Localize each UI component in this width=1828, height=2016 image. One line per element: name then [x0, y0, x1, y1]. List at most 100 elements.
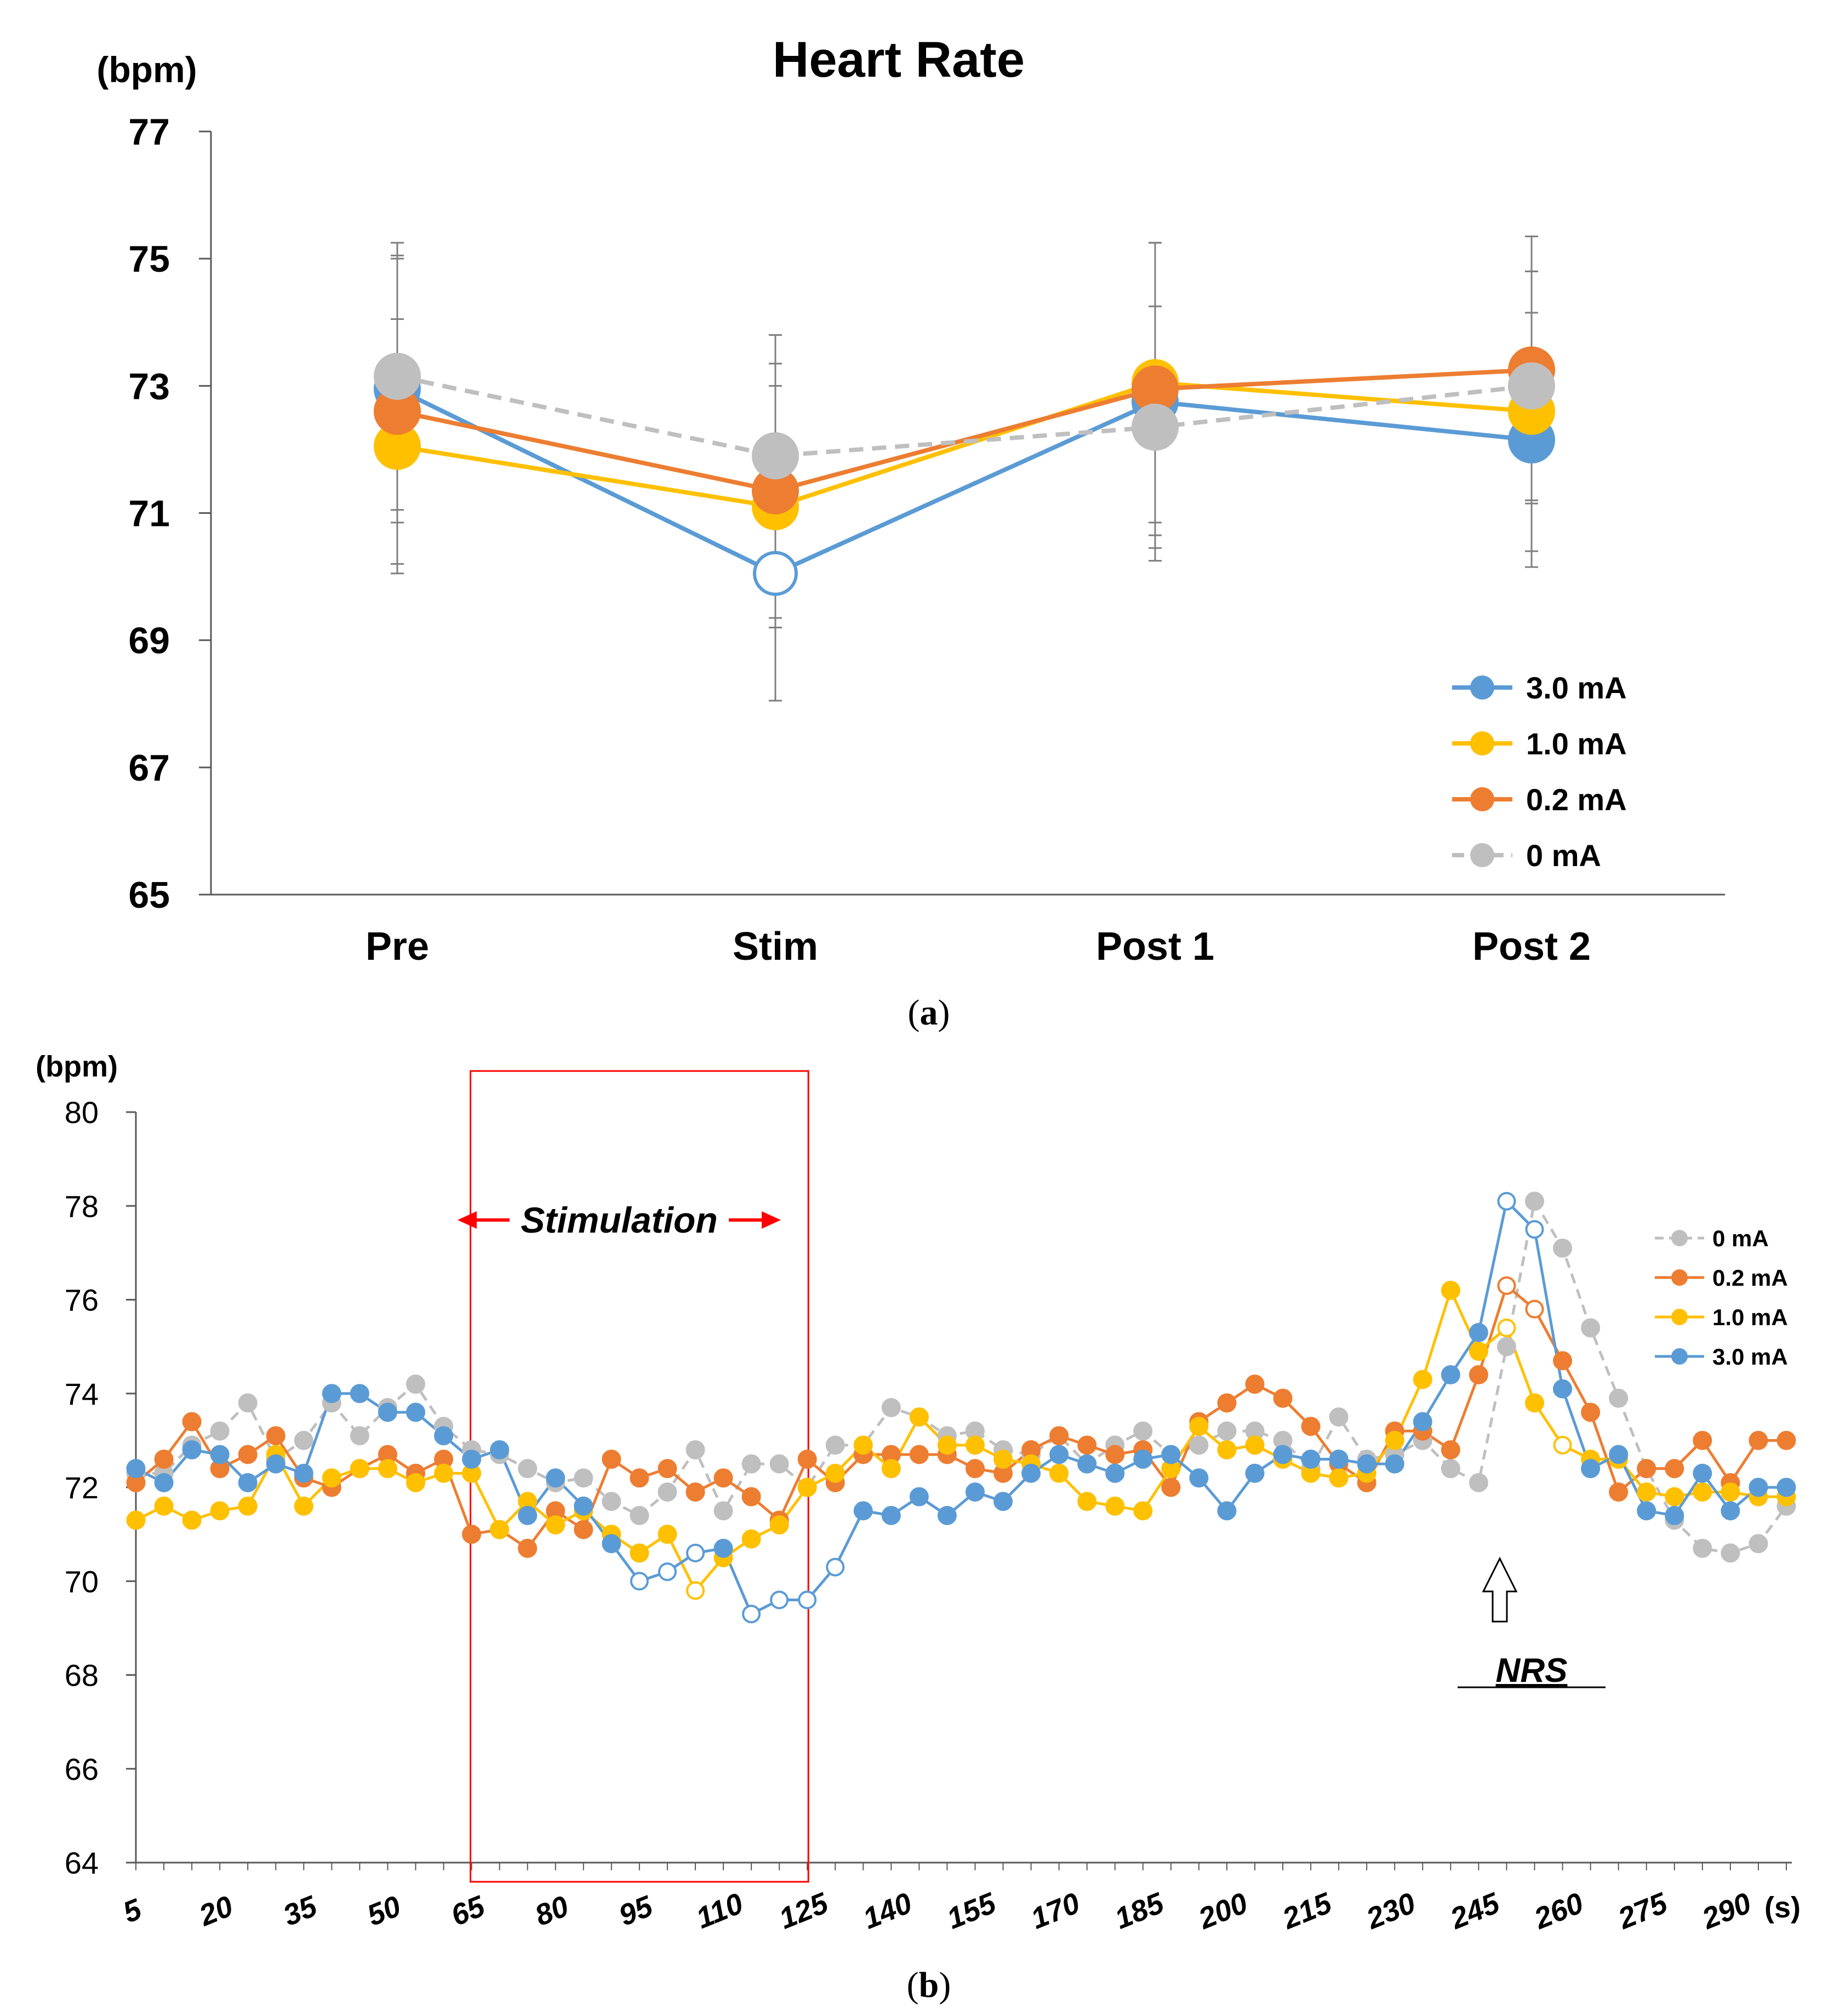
series-marker-b	[741, 1529, 761, 1549]
series-marker-b	[1497, 1192, 1516, 1211]
series-marker-b	[909, 1445, 929, 1464]
legend-marker-b	[1671, 1230, 1688, 1246]
x-tick-label-b: 215	[1277, 1886, 1336, 1935]
y-tick-label-b: 66	[65, 1752, 99, 1786]
series-marker-b	[1469, 1473, 1488, 1492]
series-marker-b	[1609, 1388, 1629, 1408]
series-marker-b	[518, 1459, 538, 1479]
x-tick-label-b: 155	[942, 1886, 1001, 1935]
series-marker-a	[753, 551, 798, 596]
series-marker-b	[881, 1398, 901, 1417]
series-marker-b	[1021, 1463, 1041, 1483]
series-marker-b	[462, 1450, 482, 1469]
series-marker-b	[1525, 1192, 1544, 1211]
series-marker-b	[126, 1510, 146, 1530]
nrs-label: NRS	[1496, 1652, 1568, 1689]
legend-label-a: 3.0 mA	[1526, 671, 1627, 705]
chart-b: 64 66 68 70 72 74 76 78 80 (bpm) 5 20 35 50 65 80 95 110 1…	[36, 1050, 1801, 2005]
series-marker-b	[1217, 1393, 1237, 1413]
series-line-b	[135, 1286, 1786, 1593]
y-tick-label-a: 75	[128, 238, 170, 280]
x-tick-label-b: 170	[1026, 1887, 1084, 1935]
series-marker-b	[1665, 1459, 1684, 1479]
series-marker-b	[1329, 1450, 1349, 1469]
series-marker-b	[742, 1605, 761, 1624]
legend-label-a: 0 mA	[1526, 838, 1601, 873]
series-marker-b	[602, 1534, 621, 1554]
y-axis-label-b: (bpm)	[36, 1050, 118, 1083]
series-marker-b	[1189, 1468, 1209, 1488]
y-tick-label-b: 76	[65, 1283, 99, 1318]
series-marker-b	[1693, 1430, 1712, 1450]
series-marker-b	[490, 1520, 510, 1539]
series-marker-b	[1441, 1459, 1460, 1479]
series-marker-b	[769, 1454, 789, 1474]
series-marker-b	[1273, 1388, 1293, 1408]
series-marker-b	[238, 1496, 258, 1516]
series-marker-b	[1245, 1374, 1265, 1394]
series-marker-b	[1776, 1477, 1796, 1497]
y-tick-label-b: 70	[65, 1564, 99, 1599]
series-marker-b	[1049, 1426, 1069, 1446]
series-marker-b	[1721, 1501, 1740, 1521]
series-marker-b	[1217, 1501, 1237, 1521]
legend-marker-b	[1671, 1269, 1688, 1286]
series-marker-b	[1496, 1337, 1516, 1356]
x-tick-label-b: 80	[530, 1889, 573, 1932]
series-marker-b	[126, 1459, 146, 1479]
panel-label-a: (a)	[908, 993, 950, 1033]
series-line-a	[396, 387, 1532, 576]
x-tick-label-b: 230	[1362, 1887, 1420, 1936]
series-marker-b	[238, 1473, 258, 1492]
series-marker-b	[713, 1538, 733, 1558]
series-marker-b	[182, 1412, 202, 1431]
series-marker-b	[1273, 1445, 1293, 1464]
series-marker-b	[350, 1426, 369, 1446]
series-marker-b	[406, 1402, 425, 1422]
series-marker-b	[881, 1459, 901, 1479]
series-marker-b	[350, 1459, 369, 1479]
stimulation-label: Stimulation	[521, 1200, 717, 1240]
series-marker-b	[182, 1510, 202, 1530]
series-marker-b	[1105, 1463, 1125, 1483]
y-tick-label-a: 65	[128, 874, 170, 916]
series-marker-b	[630, 1543, 649, 1563]
legend-marker-a	[1470, 843, 1494, 867]
series-marker-b	[406, 1473, 425, 1492]
series-marker-b	[322, 1384, 341, 1404]
legend-label-b: 3.0 mA	[1712, 1344, 1788, 1370]
chart-title-a: Heart Rate	[773, 32, 1025, 88]
series-marker-b	[741, 1454, 761, 1474]
series-marker-b	[993, 1492, 1013, 1511]
series-marker-b	[1133, 1450, 1153, 1469]
series-marker-b	[210, 1445, 230, 1464]
series-marker-b	[686, 1482, 705, 1502]
series-marker-b	[658, 1482, 677, 1502]
series-marker-b	[658, 1459, 677, 1479]
series-marker-b	[1245, 1463, 1265, 1483]
series-marker-b	[266, 1426, 285, 1446]
series-marker-b	[1133, 1501, 1153, 1521]
series-marker-b	[630, 1468, 649, 1488]
x-tick-label-b: 290	[1697, 1887, 1756, 1936]
series-marker-b	[1189, 1417, 1209, 1436]
x-tick-label-b: 275	[1613, 1886, 1672, 1935]
y-tick-label-a: 71	[128, 493, 170, 535]
series-marker-b	[1497, 1318, 1516, 1337]
series-marker-b	[294, 1430, 313, 1450]
series-marker-b	[909, 1407, 929, 1427]
series-marker-b	[1385, 1454, 1404, 1474]
series-marker-b	[826, 1557, 845, 1577]
legend-label-b: 0.2 mA	[1712, 1265, 1788, 1291]
series-marker-b	[686, 1440, 705, 1459]
series-marker-b	[1721, 1482, 1740, 1502]
legend-label-b: 0 mA	[1712, 1225, 1769, 1251]
series-marker-b	[1217, 1421, 1237, 1441]
x-tick-label-b: 200	[1193, 1887, 1252, 1936]
series-marker-b	[378, 1402, 397, 1422]
series-marker-b	[154, 1450, 174, 1469]
y-tick-label-a: 73	[128, 365, 170, 407]
series-marker-a	[1132, 403, 1179, 451]
legend-label-a: 1.0 mA	[1526, 726, 1627, 761]
series-marker-b	[1721, 1543, 1740, 1563]
